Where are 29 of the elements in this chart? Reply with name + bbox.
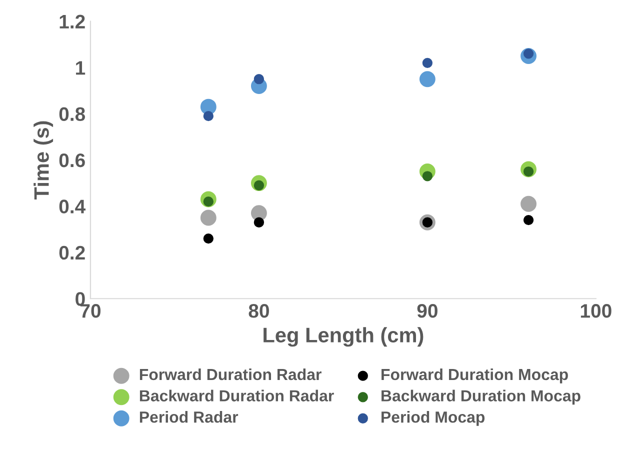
point — [254, 74, 264, 84]
legend-label: Forward Duration Mocap — [382, 368, 568, 384]
y-tick-label: 0.4 — [59, 200, 86, 214]
point — [203, 110, 214, 122]
point — [254, 217, 264, 228]
point — [250, 205, 267, 222]
point — [203, 233, 214, 244]
x-axis-title: Leg Length (cm) — [264, 327, 424, 347]
x-tick-label: 90 — [417, 304, 438, 318]
point — [422, 58, 433, 68]
point — [200, 210, 216, 226]
legend-label: Backward Duration Radar — [140, 390, 334, 402]
y-tick-label: 0.6 — [59, 153, 85, 168]
y-tick-label: 0 — [76, 292, 85, 306]
y-axis-title: Time (s) — [34, 121, 54, 200]
y-tick-label: 0.8 — [59, 107, 86, 121]
point — [419, 71, 436, 88]
y-tick-label: 1.2 — [60, 14, 85, 28]
legend-label: Period Radar — [140, 411, 238, 423]
x-tick-label: 100 — [580, 304, 612, 318]
x-tick-label: 80 — [248, 304, 269, 318]
legend-label: Period Mocap — [382, 411, 485, 426]
point — [520, 196, 537, 212]
point — [523, 214, 534, 226]
y-tick-label: 0.2 — [59, 246, 85, 260]
x-tick-label: 70 — [80, 304, 100, 318]
y-tick-label: 1 — [76, 61, 86, 75]
legend-label: Backward Duration Mocap — [382, 390, 580, 405]
legend-label: Forward Duration Radar — [140, 368, 322, 380]
